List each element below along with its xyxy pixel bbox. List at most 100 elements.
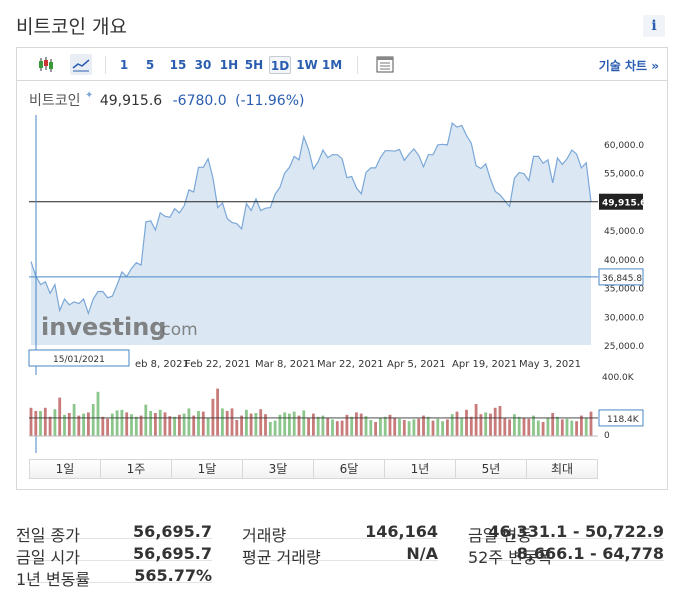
x-tick-label: eb 8, 2021: [135, 359, 189, 370]
watermark-com: .com: [156, 320, 198, 340]
y-tick-label: 40,000.0: [604, 256, 644, 266]
timeframe-5[interactable]: 5: [145, 58, 155, 72]
stat-label: 거래량: [242, 526, 287, 545]
stat-value: 56,695.7: [133, 544, 212, 563]
volume-bar: [556, 416, 559, 436]
y-tick-label: 25,000.0: [604, 342, 644, 352]
volume-bar: [264, 414, 267, 436]
timeframe-30[interactable]: 30: [194, 58, 212, 72]
advanced-chart-link[interactable]: 기술 차트 »: [598, 59, 659, 73]
volume-bar: [326, 418, 330, 436]
x-tick-label: Apr 5, 2021: [387, 359, 446, 370]
volume-bar: [96, 391, 100, 436]
volume-bar: [355, 412, 358, 436]
volume-bar: [359, 413, 363, 436]
volume-bar: [484, 412, 488, 436]
volume-bar: [446, 419, 449, 436]
volume-bar: [101, 416, 105, 436]
crosshair-label: 36,845.8: [602, 274, 642, 284]
volume-bar: [77, 415, 81, 436]
volume-bar: [551, 413, 555, 436]
volume-bar: [335, 421, 339, 436]
volume-bar: [474, 404, 478, 436]
y-tick-label: 55,000.0: [604, 170, 644, 180]
volume-bar: [412, 419, 416, 436]
volume-bar: [268, 422, 272, 436]
stat-label: 전일 종가: [16, 526, 80, 545]
volume-bar: [479, 414, 483, 436]
instrument-name: 비트코인: [29, 93, 81, 109]
x-tick-label: Mar 8, 2021: [255, 359, 315, 370]
indicator-panel-icon[interactable]: [374, 54, 396, 75]
volume-bar: [158, 409, 162, 436]
timeframe-1m[interactable]: 1M: [321, 58, 343, 72]
range-6m[interactable]: 6달: [314, 460, 385, 478]
volume-bar: [541, 422, 545, 436]
stat-label: 1년 변동률: [16, 570, 91, 589]
y-tick-label: 60,000.0: [604, 141, 644, 151]
volume-bar: [350, 416, 354, 436]
volume-bar: [67, 413, 71, 436]
volume-bar: [144, 404, 148, 436]
volume-bar: [426, 416, 430, 436]
volume-bar: [230, 408, 234, 436]
candlestick-icon[interactable]: [35, 54, 57, 75]
volume-bar: [82, 413, 85, 436]
range-1m[interactable]: 1달: [172, 460, 243, 478]
stat-day-range: 금일 변동 46,331.1 - 50,722.9: [468, 519, 664, 545]
info-icon[interactable]: i: [643, 15, 665, 37]
range-5y[interactable]: 5년: [456, 460, 527, 478]
volume-bar: [106, 418, 109, 436]
stat-value: 46,331.1 - 50,722.9: [488, 522, 664, 541]
price-chart[interactable]: investing.com60,000.055,000.050,000.045,…: [17, 48, 667, 458]
timeframe-1h[interactable]: 1H: [219, 58, 239, 72]
volume-bar: [422, 415, 425, 436]
range-3m[interactable]: 3달: [243, 460, 314, 478]
timeframe-1[interactable]: 1: [119, 58, 129, 72]
price-change: -6780.0: [172, 93, 227, 109]
volume-bar: [245, 409, 248, 436]
volume-bar: [584, 418, 588, 436]
stat-open: 금일 시가 56,695.7: [16, 541, 212, 567]
volume-bar: [91, 404, 95, 436]
timeframe-5h[interactable]: 5H: [244, 58, 264, 72]
timeframe-1d[interactable]: 1D: [269, 56, 291, 74]
range-1d[interactable]: 1일: [30, 460, 101, 478]
volume-bar: [575, 421, 578, 436]
x-tick-label: May 3, 2021: [519, 359, 581, 370]
volume-bar: [565, 418, 569, 436]
stat-1y-change: 1년 변동률 565.77%: [16, 563, 212, 589]
volume-bar: [43, 407, 47, 436]
timeframe-1w[interactable]: 1W: [296, 58, 318, 72]
volume-bar: [120, 409, 124, 436]
range-1w[interactable]: 1주: [101, 460, 172, 478]
volume-bar: [254, 413, 258, 436]
volume-bar: [513, 414, 516, 436]
quote-header: 비트코인 ✦ 49,915.6 -6780.0 (-11.96%): [29, 90, 304, 110]
stat-label: 52주 변동폭: [468, 548, 553, 567]
volume-bar: [402, 420, 406, 436]
x-tick-label: Apr 19, 2021: [452, 359, 517, 370]
volume-bar: [201, 411, 205, 436]
timeframe-15[interactable]: 15: [169, 58, 187, 72]
stat-value: 8,666.1 - 64,778: [516, 544, 664, 563]
volume-bar: [63, 414, 66, 436]
range-max[interactable]: 최대: [527, 460, 597, 478]
volume-label-bg: [598, 409, 644, 427]
volume-bar: [493, 407, 497, 436]
range-1y[interactable]: 1년: [385, 460, 456, 478]
volume-bar: [302, 410, 306, 436]
volume-bar: [206, 418, 210, 436]
y-tick-label: 30,000.0: [604, 313, 644, 323]
volume-bar: [87, 412, 90, 436]
volume-bar: [321, 415, 325, 436]
volume-bar: [48, 416, 52, 436]
volume-bar: [398, 418, 401, 436]
area-chart-icon[interactable]: [70, 54, 92, 75]
chart-frame: 1 5 15 30 1H 5H 1D 1W 1M 기술 차트 » 비트코인 ✦ …: [16, 47, 668, 490]
current-price-label-bg: [599, 193, 643, 210]
volume-bar: [182, 413, 186, 436]
toolbar-separator: [357, 56, 358, 74]
volume-bar: [292, 411, 296, 436]
volume-bar: [192, 415, 196, 436]
